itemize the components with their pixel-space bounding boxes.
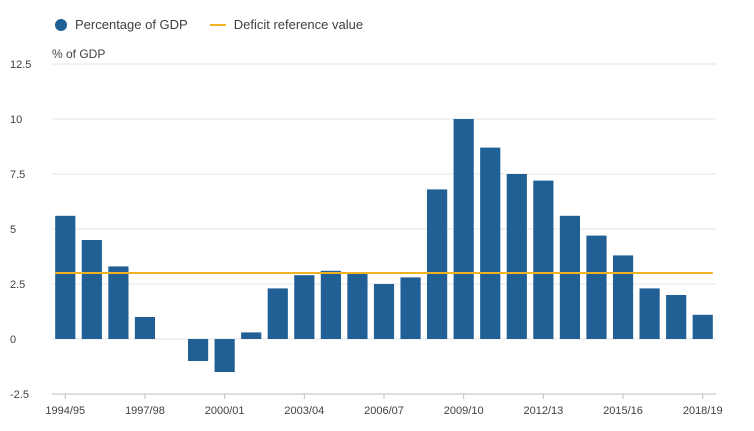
- y-tick-label: 12.5: [10, 59, 31, 71]
- y-tick-label: 5: [10, 224, 16, 236]
- bar: [533, 180, 554, 339]
- bar: [320, 270, 341, 339]
- bar: [480, 147, 501, 339]
- bar: [453, 119, 474, 339]
- x-tick-label: 2000/01: [205, 405, 245, 417]
- x-tick-label: 2018/19: [683, 405, 723, 417]
- y-tick-label: 2.5: [10, 279, 25, 291]
- x-tick-label: 2015/16: [603, 405, 643, 417]
- legend-label: Deficit reference value: [233, 17, 364, 32]
- bar: [55, 215, 76, 339]
- legend-item-percentage-of-gdp[interactable]: Percentage of GDP: [55, 17, 188, 32]
- legend: Percentage of GDP Deficit reference valu…: [55, 17, 385, 32]
- y-axis-title: % of GDP: [52, 47, 105, 61]
- x-tick-label: 2003/04: [284, 405, 324, 417]
- bar: [666, 295, 687, 339]
- bar: [134, 317, 156, 339]
- bar: [294, 275, 315, 339]
- bar: [612, 255, 634, 339]
- y-tick-label: 7.5: [10, 169, 25, 181]
- x-tick-label: 1994/95: [45, 405, 85, 417]
- bar: [427, 189, 448, 339]
- legend-swatch-line: [209, 23, 226, 26]
- bar: [400, 277, 421, 339]
- bar: [241, 332, 262, 339]
- bar: [81, 240, 102, 339]
- x-tick-label: 2006/07: [364, 405, 404, 417]
- bar: [108, 266, 129, 339]
- bar: [639, 288, 660, 339]
- x-tick-label: 2012/13: [523, 405, 563, 417]
- bar: [373, 284, 395, 339]
- bar: [506, 174, 527, 339]
- legend-item-deficit-reference[interactable]: Deficit reference value: [209, 17, 364, 32]
- y-tick-label: 0: [10, 334, 16, 346]
- bar: [347, 273, 368, 339]
- bar: [214, 339, 235, 372]
- legend-label: Percentage of GDP: [75, 17, 188, 32]
- bar: [692, 314, 713, 339]
- x-tick-label: 1997/98: [125, 405, 165, 417]
- bar: [586, 235, 607, 339]
- bar: [267, 288, 288, 339]
- y-tick-label: 10: [10, 114, 22, 126]
- y-tick-label: -2.5: [10, 389, 29, 401]
- bar: [559, 215, 581, 339]
- bar: [187, 339, 209, 361]
- legend-swatch-bar: [55, 18, 67, 31]
- x-tick-label: 2009/10: [444, 405, 484, 417]
